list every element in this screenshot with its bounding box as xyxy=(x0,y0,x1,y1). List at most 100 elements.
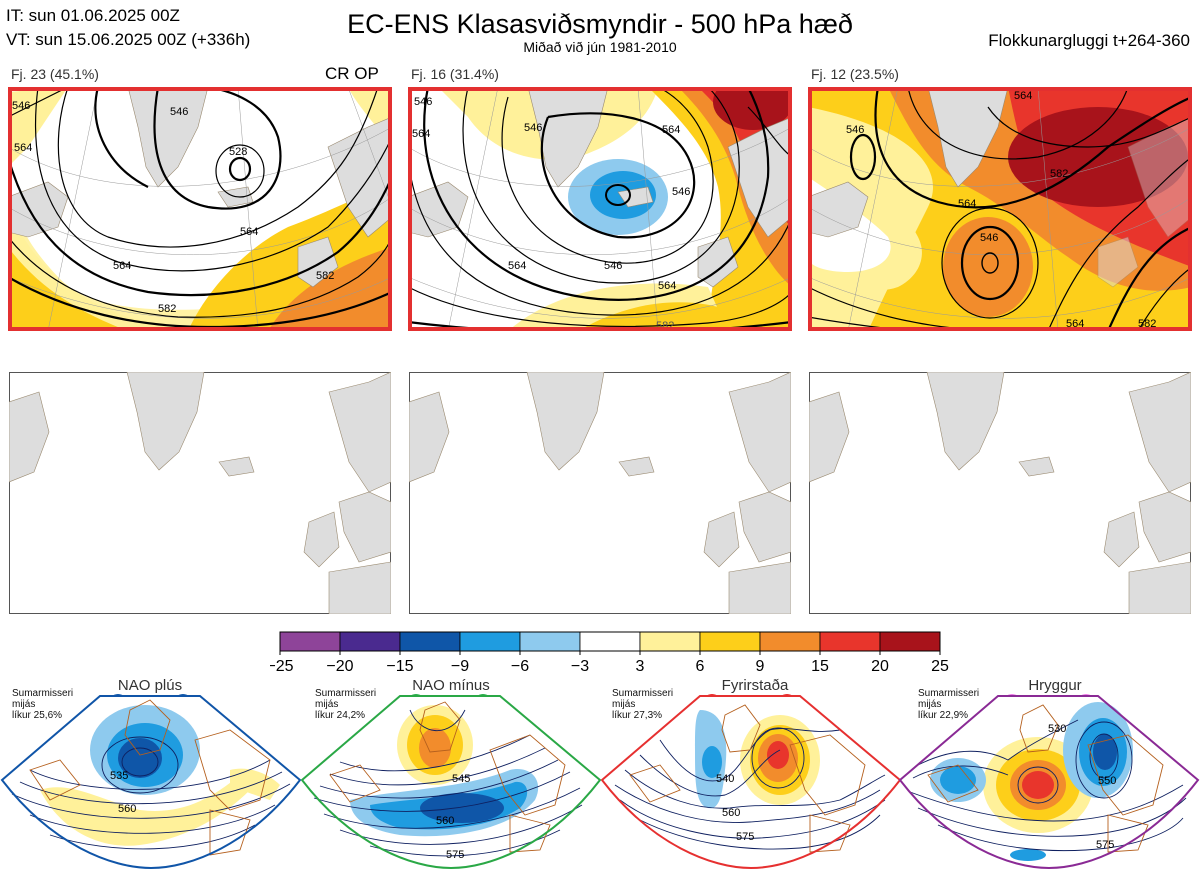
contour-label: 545 xyxy=(452,773,470,785)
regime-frame xyxy=(600,695,902,870)
colorbar-tick-label: 15 xyxy=(811,658,829,675)
contour-label: 582 xyxy=(158,303,176,315)
anomaly-area xyxy=(1022,771,1054,799)
contour-label: 564 xyxy=(14,142,32,154)
contour-label: 546 xyxy=(846,124,864,136)
anomaly-area xyxy=(8,87,68,167)
colorbar-tick-label: −15 xyxy=(386,658,413,675)
contour-label: 550 xyxy=(1098,775,1116,787)
land-britain xyxy=(1097,236,1139,288)
cluster-1-label: Fj. 23 (45.1%) xyxy=(11,66,99,82)
land-britain xyxy=(297,236,339,288)
init-time: IT: sun 01.06.2025 00Z xyxy=(6,6,180,25)
valid-time: VT: sun 15.06.2025 00Z (+336h) xyxy=(6,30,251,49)
land-greenland xyxy=(527,87,609,188)
anomaly-area xyxy=(1010,849,1046,861)
contour-label: 564 xyxy=(508,260,526,272)
contour-label: 564 xyxy=(1014,90,1032,102)
anomaly-area xyxy=(713,87,792,130)
contour-label: 535 xyxy=(110,770,128,782)
cluster-map-3: 546 564 564 582 546 564 582 xyxy=(808,87,1192,331)
regime-map-2: 545 560 575 xyxy=(300,694,602,870)
cluster-frame xyxy=(808,87,1192,331)
regime-map-3: 540 560 575 xyxy=(600,694,902,870)
contour-label: 575 xyxy=(1096,839,1114,851)
contour-label: 546 xyxy=(524,122,542,134)
regime-4-title: Hryggur xyxy=(1028,677,1082,694)
contour-label: 546 xyxy=(12,100,30,112)
page-title: EC-ENS Klasasviðsmyndir - 500 hPa hæð xyxy=(347,9,853,39)
contour-label: 546 xyxy=(414,96,432,108)
contour-label: 564 xyxy=(412,128,430,140)
colorbar-swatch xyxy=(819,631,881,652)
colorbar-swatch xyxy=(459,631,521,652)
colorbar-tick-label: 3 xyxy=(636,658,645,675)
contour-label: 564 xyxy=(662,124,680,136)
contour-label: 540 xyxy=(716,773,734,785)
anomaly-area xyxy=(1093,734,1117,770)
colorbar-swatch xyxy=(279,631,341,652)
contour-label: 530 xyxy=(1048,723,1066,735)
colorbar-tick-label: −20 xyxy=(326,658,353,675)
classification-window: Flokkunargluggi t+264-360 xyxy=(988,31,1190,50)
anomaly-area xyxy=(943,217,1033,317)
anomaly-area xyxy=(702,746,722,778)
contour-label: 560 xyxy=(436,815,454,827)
regime-map-1: 535 560 xyxy=(0,694,302,870)
contour-label: 575 xyxy=(736,831,754,843)
regime-4-note: Sumarmisseri mijás líkur 22,9% xyxy=(918,688,980,721)
cluster-map-2: 546 564 546 564 546 564 582 546 564 xyxy=(408,87,792,331)
cluster-map-1: 528 546 564 564 582 582 546 564 xyxy=(8,87,392,331)
colorbar-swatch xyxy=(339,631,401,652)
regime-frame xyxy=(0,695,302,870)
colorbar-swatch xyxy=(699,631,761,652)
empty-map-3 xyxy=(809,372,1191,614)
contour-label: 564 xyxy=(958,198,976,210)
contour-label: 560 xyxy=(118,803,136,815)
cluster-2-label: Fj. 16 (31.4%) xyxy=(411,66,499,82)
contour-label: 582 xyxy=(316,270,334,282)
contour-label: 564 xyxy=(658,280,676,292)
contour-label: 582 xyxy=(656,320,674,331)
cluster-frame xyxy=(408,87,792,331)
regime-frame xyxy=(300,695,602,870)
contour-label: 560 xyxy=(722,807,740,819)
colorbar-swatch xyxy=(759,631,821,652)
regime-frame xyxy=(898,695,1200,870)
anomaly-area xyxy=(118,738,162,778)
colorbar-swatch xyxy=(639,631,701,652)
colorbar-swatch xyxy=(519,631,581,652)
land xyxy=(808,181,869,238)
colorbar-tick-label: 20 xyxy=(871,658,889,675)
cluster-3-label: Fj. 12 (23.5%) xyxy=(811,66,899,82)
anomaly-area xyxy=(419,728,451,768)
regime-2-title: NAO mínus xyxy=(412,677,490,694)
regime-1-note: Sumarmisseri mijás líkur 25,6% xyxy=(12,688,74,721)
colorbar-swatch xyxy=(579,631,641,652)
contour-label: 546 xyxy=(604,260,622,272)
contour-label: 546 xyxy=(672,186,690,198)
contour-label: 546 xyxy=(980,232,998,244)
anomaly-area xyxy=(767,741,789,769)
contour-label: 564 xyxy=(240,226,258,238)
colorbar-swatch xyxy=(879,631,941,652)
colorbar-tick-label: −9 xyxy=(451,658,469,675)
contour-label: 546 xyxy=(170,106,188,118)
regime-2-note: Sumarmisseri mijás líkur 24,2% xyxy=(315,688,377,721)
regime-1-title: NAO plús xyxy=(117,677,183,694)
cluster-frame xyxy=(8,87,392,331)
colorbar-tick-label: 6 xyxy=(696,658,705,675)
colorbar-tick-label: 25 xyxy=(931,658,949,675)
anomaly-area xyxy=(40,775,250,846)
regime-3-title: Fyrirstaða xyxy=(721,677,789,694)
contour-label: 575 xyxy=(446,849,464,861)
regime-map-4: 530 550 575 xyxy=(898,694,1200,870)
colorbar-tick-label: −25 xyxy=(270,658,294,675)
colorbar-tick-label: −3 xyxy=(571,658,589,675)
anomaly-area xyxy=(8,247,128,331)
colorbar-tick-label: −6 xyxy=(511,658,529,675)
land-greenland xyxy=(927,87,1009,188)
cluster-1-tag: CR OP xyxy=(325,64,379,83)
regime-3-note: Sumarmisseri mijás líkur 27,3% xyxy=(612,688,674,721)
land-greenland xyxy=(127,87,209,188)
